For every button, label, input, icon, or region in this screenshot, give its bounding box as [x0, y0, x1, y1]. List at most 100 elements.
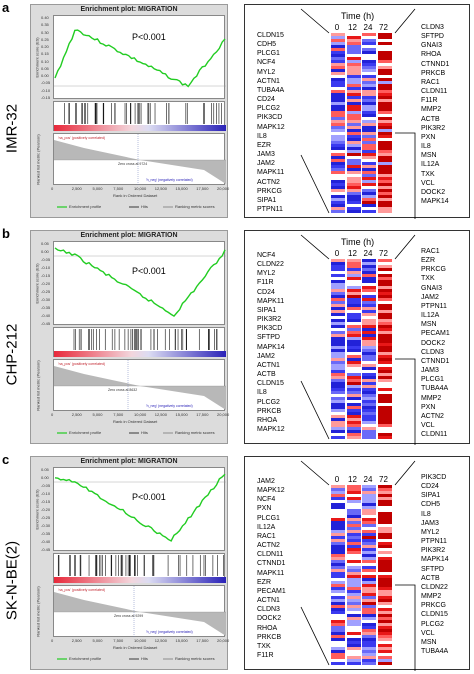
gene-label: TXK [257, 642, 271, 650]
heatmap-cell [377, 659, 392, 663]
heatmap-cell [377, 51, 392, 55]
heatmap-cell [377, 168, 392, 172]
gsea-title: Enrichment plot: MIGRATION [80, 6, 178, 13]
heatmap-cell [331, 608, 345, 612]
heatmap-cell [346, 421, 361, 425]
heatmap-cell [362, 165, 376, 169]
heatmap-cell [331, 409, 345, 413]
heatmap-cell [331, 310, 345, 314]
gene-label: JAM3 [421, 519, 439, 527]
heatmap-cell [362, 183, 376, 187]
gene-label: CTNND1 [257, 560, 286, 568]
es-tick-label: -0.40 [41, 539, 51, 544]
heatmap-cell [346, 566, 361, 570]
heatmap-cell [331, 620, 345, 624]
heatmap-cell [377, 367, 392, 371]
negative-label: 'h_neg' (negatively correlated) [146, 630, 193, 634]
heatmap-cell [346, 346, 361, 350]
heatmap-cell [377, 337, 392, 341]
heatmap-cell [362, 96, 376, 100]
heatmap-cell [377, 403, 392, 407]
heatmap-cell [362, 617, 376, 621]
heatmap-cell [346, 623, 361, 627]
heatmap-cell [362, 147, 376, 151]
hits-area [53, 327, 226, 357]
connector-line [395, 584, 416, 671]
heatmap-cell [362, 491, 376, 495]
gene-label: JAM2 [257, 478, 275, 485]
rank-axis-title: Ranked list metric (Pearson) [35, 134, 41, 185]
heatmap-cell [331, 367, 345, 371]
es-tick-label: -0.20 [41, 507, 51, 512]
heatmap-cell [362, 298, 376, 302]
heatmap-cell [346, 298, 361, 302]
heatmap-cell [346, 36, 361, 40]
heatmap-cell [362, 629, 376, 633]
heatmap-cell [362, 590, 376, 594]
heatmap-cell [377, 72, 392, 76]
heatmap-cell [362, 316, 376, 320]
gene-label: CLDN15 [257, 32, 284, 39]
gene-label: CLDN11 [421, 88, 448, 96]
heatmap-cell [346, 78, 361, 82]
heatmap-cell [362, 433, 376, 437]
heatmap-cell [331, 596, 345, 600]
heatmap-cell [377, 494, 392, 498]
heatmap-cell [346, 129, 361, 133]
heatmap-cell [377, 530, 392, 534]
heatmap-cell [362, 84, 376, 88]
heatmap-cell [346, 635, 361, 639]
heatmap-cell [346, 322, 361, 326]
gene-label: RAC1 [421, 248, 440, 255]
heatmap-cell [331, 183, 345, 187]
heatmap-cell [377, 554, 392, 558]
time-axis-header: Time (h) [341, 11, 375, 21]
heatmap-cell [331, 635, 345, 639]
gene-label: EZR [257, 578, 271, 586]
es-plot-area: P<0.001 [53, 15, 226, 99]
heatmap-cell [346, 524, 361, 528]
heatmap-cell [331, 123, 345, 127]
heatmap-cell [362, 328, 376, 332]
heatmap-cell [362, 539, 376, 543]
positive-label: 'na_pos' (positively correlated) [58, 588, 106, 592]
heatmap-cell [377, 373, 392, 377]
heatmap-cell [331, 659, 345, 663]
es-tick-label: -0.15 [41, 95, 51, 100]
heatmap-cell [377, 78, 392, 82]
heatmap-cell [331, 177, 345, 181]
rank-tick-label: 7,500 [113, 412, 124, 417]
gene-label: JAM2 [421, 293, 439, 301]
heatmap-cell [346, 611, 361, 615]
heatmap-cell [377, 174, 392, 178]
heatmap-cell [377, 650, 392, 654]
heatmap-cell [331, 96, 345, 100]
es-tick-label: -0.15 [41, 499, 51, 504]
heatmap-cell [362, 198, 376, 202]
gene-label: SIPA1 [257, 196, 277, 204]
heatmap-cell [377, 189, 392, 193]
heatmap-cell [377, 557, 392, 561]
legend: Enrichment profile Hits Ranking metric sco… [53, 655, 225, 663]
time-column-header: 24 [363, 249, 373, 258]
heatmap-cell [346, 659, 361, 663]
rank-axis-title: Ranked list metric (Pearson) [35, 360, 41, 411]
heatmap-cell [362, 105, 376, 109]
heatmap-cell [346, 656, 361, 660]
time-column-header: 24 [363, 23, 373, 32]
heatmap-cell [377, 54, 392, 58]
enrichment-profile-line [54, 29, 226, 88]
heatmap-cell [346, 614, 361, 618]
heatmap-cell [362, 289, 376, 293]
heatmap-cell [377, 114, 392, 118]
heatmap-cell [331, 322, 345, 326]
heatmap-cell [331, 159, 345, 163]
heatmap-cell [362, 180, 376, 184]
heatmap-cell [346, 626, 361, 630]
heatmap-cell [377, 48, 392, 52]
heatmap-cell [362, 656, 376, 660]
heatmap-cell [362, 304, 376, 308]
zero-cross-label: Zero cross at 9724 [118, 162, 148, 166]
heatmap-cell [331, 382, 345, 386]
heatmap-cell [331, 108, 345, 112]
